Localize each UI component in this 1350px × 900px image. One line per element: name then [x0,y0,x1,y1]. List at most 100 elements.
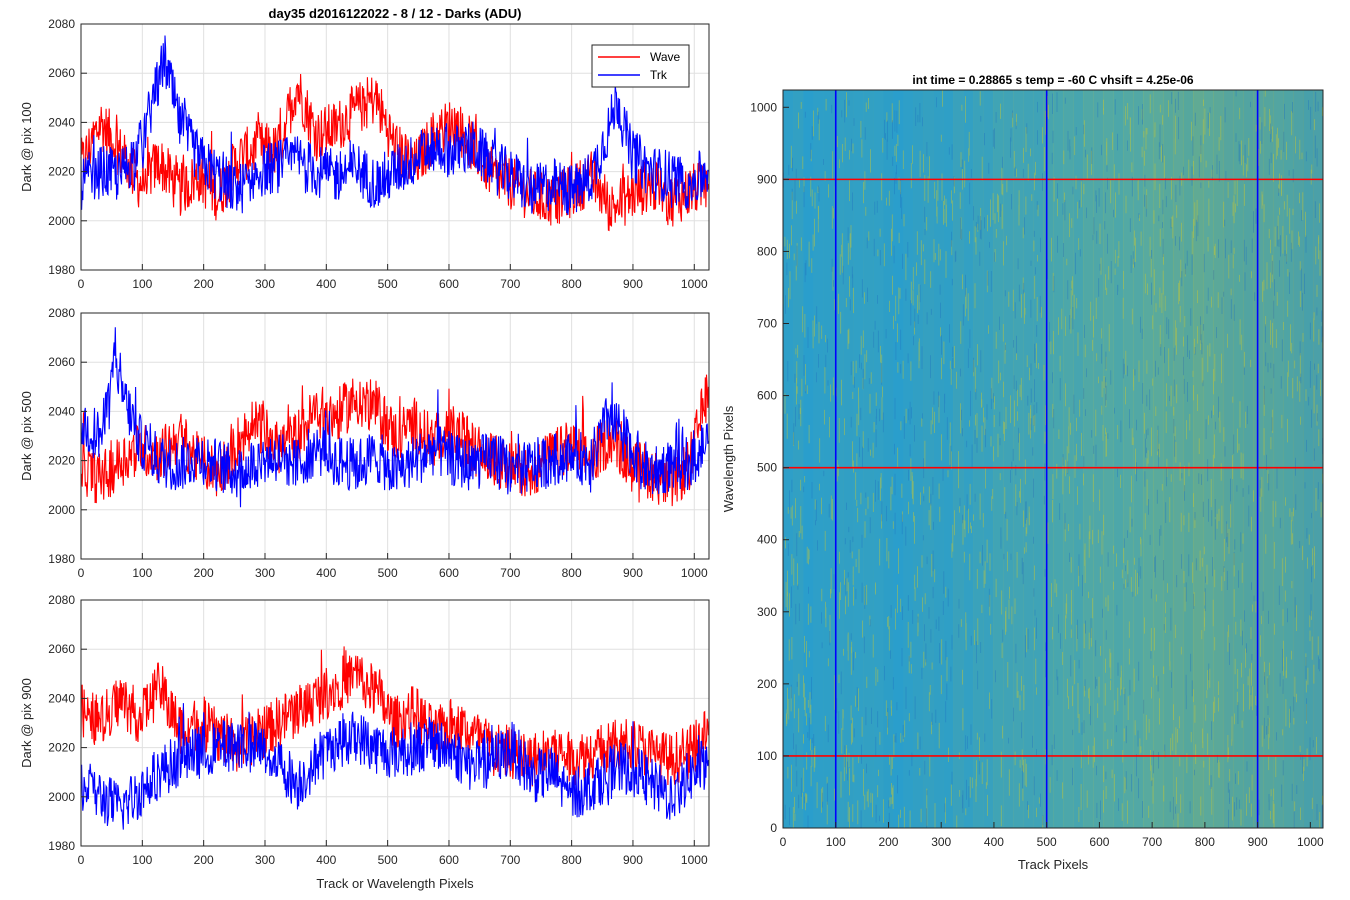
heatmap-band [1303,90,1314,828]
heatmap-band [1083,90,1094,828]
y-tick-label: 2060 [48,642,75,656]
heatmap-band [993,90,1004,828]
y-tick-label: 2080 [48,17,75,31]
x-tick-label: 100 [132,277,152,291]
series-line-trk [80,327,709,508]
x-tick-label: 200 [194,277,214,291]
heatmap-title: int time = 0.28865 s temp = -60 C vhsift… [912,73,1193,87]
heatmap-band [1223,90,1234,828]
heatmap-y-tick-label: 700 [757,317,777,331]
heatmap-band [1283,90,1294,828]
heatmap-band [1263,90,1274,828]
figure-title: day35 d2016122022 - 8 / 12 - Darks (ADU) [269,6,522,21]
heatmap-band [1133,90,1144,828]
heatmap-band [1313,90,1324,828]
axes-box [80,23,710,271]
x-tick-label: 1000 [681,566,708,580]
heatmap-streaks [782,90,1324,828]
heatmap-band [1233,90,1244,828]
x-tick-label: 900 [623,277,643,291]
heatmap-band [1163,90,1174,828]
x-tick-label: 1000 [681,277,708,291]
y-tick-label: 2040 [48,404,75,418]
heatmap-band [1113,90,1124,828]
heatmap-band [1013,90,1024,828]
heatmap-band [1303,90,1314,828]
heatmap-band [1123,90,1134,828]
heatmap-band [1273,90,1284,828]
heatmap-band [1073,90,1084,828]
y-tick-label: 1980 [48,263,75,277]
x-tick-label: 800 [562,853,582,867]
axes-box [80,312,710,560]
heatmap-band [1183,90,1194,828]
heatmap-band [1153,90,1164,828]
legend: Wave Trk [591,44,690,88]
y-tick-label: 2000 [48,503,75,517]
heatmap-band [1003,90,1014,828]
x-tick-label: 700 [500,853,520,867]
y-axis-label: Dark @ pix 100 [19,102,34,192]
y-axis-label: Dark @ pix 500 [19,391,34,481]
heatmap-band [883,90,894,828]
heatmap-band [1233,90,1244,828]
heatmap-y-tick-label: 900 [757,172,777,186]
heatmap-band [983,90,994,828]
heatmap-y-tick-label: 500 [757,461,777,475]
x-tick-label: 300 [255,853,275,867]
heatmap-x-tick-label: 500 [1037,835,1057,849]
heatmap-band [813,90,824,828]
x-tick-label: 100 [132,566,152,580]
x-tick-label: 100 [132,853,152,867]
axes-box [80,599,710,847]
heatmap-band [973,90,984,828]
heatmap-band [823,90,834,828]
x-tick-label: 600 [439,566,459,580]
heatmap-band [853,90,864,828]
heatmap-y-tick-label: 100 [757,749,777,763]
heatmap-band [833,90,844,828]
heatmap-band [1283,90,1294,828]
series-line-trk [80,35,709,216]
x-tick-label: 500 [378,566,398,580]
x-tick-label: 600 [439,853,459,867]
y-tick-label: 2060 [48,66,75,80]
heatmap-x-tick-label: 300 [931,835,951,849]
heatmap-band [1063,90,1074,828]
heatmap-band [1213,90,1224,828]
heatmap-band [1023,90,1034,828]
heatmap-band [1173,90,1184,828]
heatmap-band [1273,90,1284,828]
heatmap-band [1223,90,1234,828]
heatmap-band [1103,90,1114,828]
heatmap-band [1203,90,1214,828]
heatmap-band [1183,90,1194,828]
heatmap-x-tick-label: 800 [1195,835,1215,849]
heatmap-band [1093,90,1104,828]
x-tick-label: 500 [378,853,398,867]
heatmap-y-axis-label: Wavelength Pixels [721,405,736,512]
heatmap-band [1203,90,1214,828]
x-tick-label: 700 [500,566,520,580]
heatmap-band [843,90,854,828]
y-axis-label: Dark @ pix 900 [19,678,34,768]
x-tick-label: 500 [378,277,398,291]
x-tick-label: 600 [439,277,459,291]
x-tick-label: 0 [78,566,85,580]
heatmap-y-tick-label: 600 [757,389,777,403]
x-tick-label: 400 [316,853,336,867]
heatmap-band [913,90,924,828]
heatmap-y-tick-label: 400 [757,533,777,547]
heatmap-band [1213,90,1224,828]
y-tick-label: 2020 [48,165,75,179]
heatmap-band [1263,90,1274,828]
heatmap-x-tick-label: 400 [984,835,1004,849]
x-tick-label: 300 [255,566,275,580]
heatmap-x-tick-label: 200 [878,835,898,849]
y-tick-label: 2080 [48,306,75,320]
x-tick-label: 300 [255,277,275,291]
heatmap-x-axis-label: Track Pixels [1018,857,1089,872]
heatmap-band [1173,90,1184,828]
heatmap-y-tick-label: 1000 [750,100,777,114]
